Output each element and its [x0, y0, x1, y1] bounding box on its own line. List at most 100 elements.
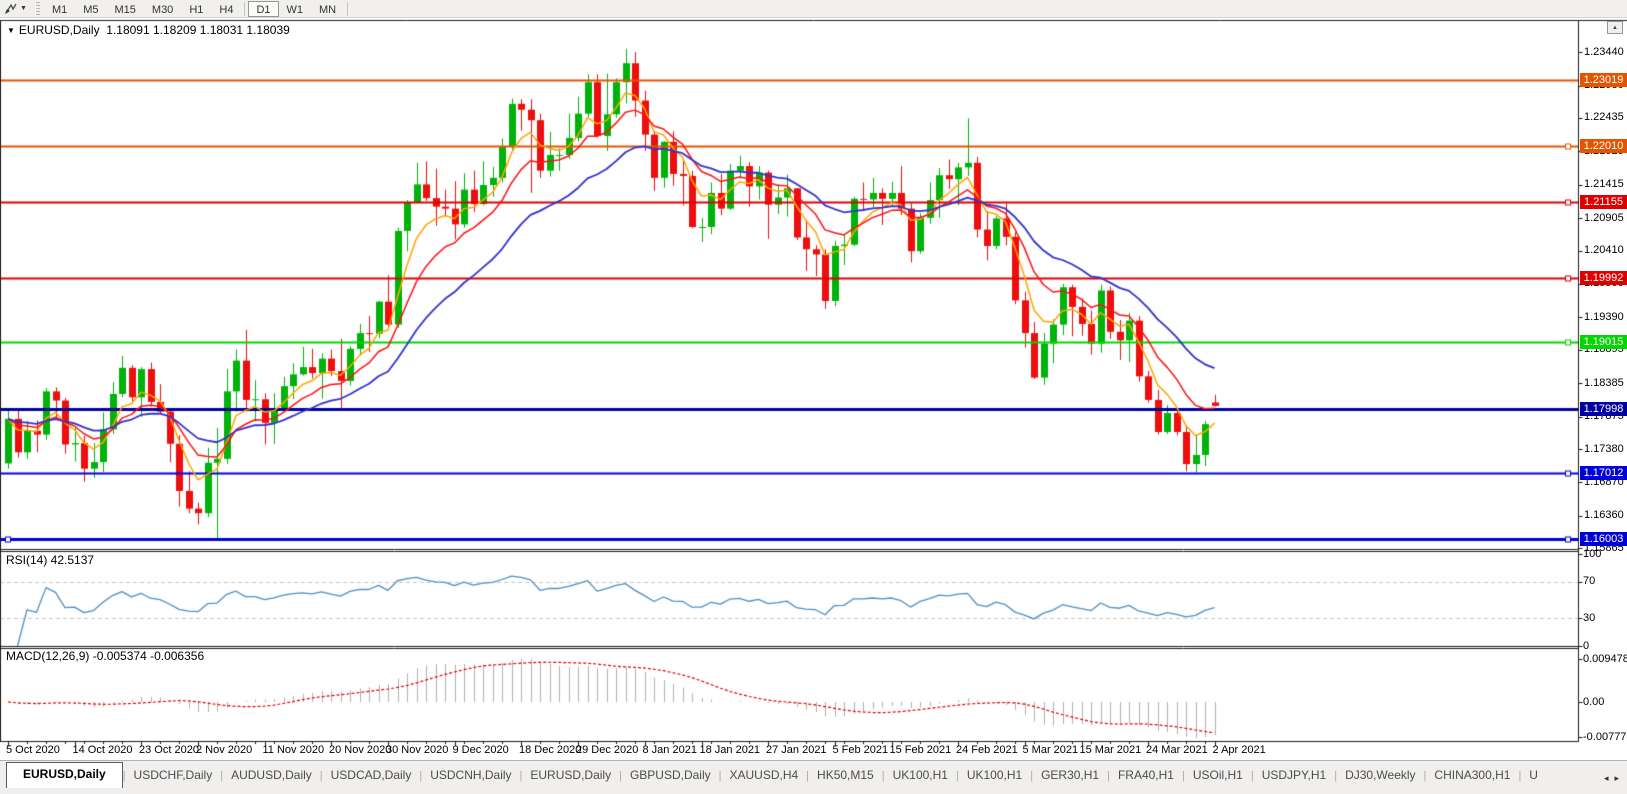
date-label: 5 Mar 2021: [1022, 744, 1079, 756]
rsi-indicator-label: RSI(14) 42.5137: [6, 553, 95, 567]
chart-tab-hk50-m15[interactable]: HK50,M15: [817, 768, 874, 782]
chart-tools-button[interactable]: ▼: [0, 0, 31, 18]
tab-separator: |: [122, 770, 126, 782]
hline-price-tag: 1.21155: [1580, 194, 1627, 209]
tab-separator: |: [1334, 770, 1338, 782]
chart-tabs-bar: EURUSD,Daily | USDCHF,Daily | AUDUSD,Daily | U…: [0, 760, 1627, 788]
chart-tab-eurusd-daily[interactable]: EURUSD,Daily: [6, 762, 123, 788]
timeframe-button-M5[interactable]: M5: [83, 3, 99, 16]
tab-separator: |: [619, 770, 622, 782]
tab-separator: |: [1250, 770, 1254, 782]
price-axis-tick-label: 1.21415: [1584, 178, 1624, 191]
chart-tab-fra40-h1[interactable]: FRA40,H1: [1117, 768, 1174, 782]
price-axis-tick-label: 1.22435: [1584, 111, 1624, 124]
timeframe-button-M30[interactable]: M30: [151, 3, 174, 16]
date-label: 9 Dec 2020: [452, 744, 509, 756]
chart-tab-usdcad-daily[interactable]: USDCAD,Daily: [330, 768, 412, 782]
price-axis-tick-label: 1.19390: [1584, 310, 1624, 323]
date-label: 2 Apr 2021: [1212, 744, 1266, 756]
date-label: 5 Oct 2020: [6, 744, 60, 756]
chart-tab-eurusd-daily[interactable]: EURUSD,Daily: [530, 768, 612, 782]
tab-separator: |: [1030, 770, 1034, 782]
chart-tab-xauusd-h4[interactable]: XAUUSD,H4: [729, 768, 799, 782]
toolbar-separator: [347, 1, 349, 16]
hline-price-tag: 1.17012: [1580, 466, 1627, 481]
date-label: 24 Feb 2021: [956, 744, 1018, 756]
price-chart-canvas[interactable]: [0, 18, 1627, 760]
chart-tab-audusd-daily[interactable]: AUDUSD,Daily: [231, 768, 312, 782]
macd-level-label: 0.009478: [1583, 652, 1627, 665]
date-label: 11 Nov 2020: [262, 744, 325, 756]
date-label: 14 Oct 2020: [72, 744, 133, 756]
hline-price-tag: 1.19015: [1580, 334, 1627, 349]
tabs-scroll-buttons: ◂ ▸: [1604, 773, 1627, 788]
date-label: 23 Oct 2020: [139, 744, 199, 756]
chart-tab-ger30-h1[interactable]: GER30,H1: [1041, 768, 1100, 782]
hline-price-tag: 1.23019: [1580, 72, 1627, 87]
rsi-level-label: 0: [1583, 639, 1590, 652]
price-axis-tick-label: 1.20905: [1584, 211, 1624, 224]
tab-separator: |: [1181, 770, 1185, 782]
chart-tab-dj30-weekly[interactable]: DJ30,Weekly: [1345, 768, 1416, 782]
hline-price-tag: 1.22010: [1580, 138, 1627, 153]
date-label: 30 Nov 2020: [386, 744, 449, 756]
timeframe-button-MN[interactable]: MN: [319, 3, 337, 16]
scroll-up-button[interactable]: ▲: [1607, 21, 1623, 34]
timeframe-button-M1[interactable]: M1: [51, 3, 68, 16]
chart-tools-caret-icon[interactable]: ▼: [20, 5, 27, 12]
chart-tab-uk100-h1[interactable]: UK100,H1: [966, 768, 1023, 782]
date-label: 15 Mar 2021: [1079, 744, 1142, 756]
timeframe-button-D1[interactable]: D1: [248, 0, 279, 17]
tab-separator: |: [220, 770, 224, 782]
toolbar-separator: [244, 1, 246, 16]
tab-separator: |: [718, 770, 722, 782]
timeframes-toolbar: ▼ M1 M5 M15 M30 H1 H4 D1 W1 MN: [0, 0, 1627, 18]
hline-price-tag: 1.19992: [1580, 270, 1627, 285]
chart-region: ▼ EURUSD,Daily 1.18091 1.18209 1.18031 1.…: [0, 18, 1627, 760]
rsi-level-label: 100: [1583, 547, 1602, 560]
timeframe-button-H1[interactable]: H1: [189, 3, 204, 16]
tab-separator: |: [955, 770, 959, 782]
hline-price-tag: 1.16003: [1580, 532, 1627, 547]
price-axis-tick-label: 1.23440: [1584, 45, 1624, 58]
tab-separator: |: [1423, 770, 1427, 782]
chart-tab-uk100-h1[interactable]: UK100,H1: [892, 768, 948, 782]
chart-tab-u[interactable]: U: [1529, 768, 1538, 782]
chart-tools-icon: [4, 2, 18, 15]
timeframe-buttons: M1 M5 M15 M30 H1 H4 D1 W1 MN: [44, 0, 344, 17]
chart-tab-usdjpy-h1[interactable]: USDJPY,H1: [1261, 768, 1327, 782]
timeframe-button-H4[interactable]: H4: [219, 3, 234, 16]
date-label: 20 Nov 2020: [329, 744, 392, 756]
price-axis-tick-label: 1.20410: [1584, 244, 1624, 257]
chart-title-caret-icon[interactable]: ▼: [7, 26, 15, 35]
chart-title: ▼ EURUSD,Daily 1.18091 1.18209 1.18031 1.…: [7, 23, 290, 37]
date-label: 29 Dec 2020: [576, 744, 639, 756]
date-label: 18 Jan 2021: [699, 744, 761, 756]
chart-ohlc-values: 1.18091 1.18209 1.18031 1.18039: [106, 23, 290, 37]
tab-separator: |: [881, 770, 885, 782]
tabs-scroll-right-button[interactable]: ▸: [1614, 773, 1619, 783]
date-label: 8 Jan 2021: [642, 744, 697, 756]
chart-symbol-label: EURUSD,Daily: [18, 23, 100, 37]
timeframe-button-W1[interactable]: W1: [286, 3, 304, 16]
timeframe-button-M15[interactable]: M15: [114, 3, 136, 16]
chart-tab-gbpusd-daily[interactable]: GBPUSD,Daily: [629, 768, 711, 782]
toolbar-grip[interactable]: [34, 1, 40, 16]
tab-separator: |: [519, 770, 523, 782]
hline-price-tag: 1.17998: [1580, 401, 1627, 416]
date-label: 18 Dec 2020: [519, 744, 582, 756]
tabs-scroll-left-button[interactable]: ◂: [1603, 773, 1609, 783]
tab-separator: |: [806, 770, 810, 782]
chart-tab-usdcnh-daily[interactable]: USDCNH,Daily: [430, 768, 512, 782]
chart-tab-usoil-h1[interactable]: USOil,H1: [1192, 768, 1243, 782]
date-label: 24 Mar 2021: [1146, 744, 1208, 756]
chart-tabs: EURUSD,Daily | USDCHF,Daily | AUDUSD,Daily | U…: [0, 762, 1546, 788]
macd-level-label: -0.007778: [1583, 730, 1627, 743]
chart-tab-china300-h1[interactable]: CHINA300,H1: [1434, 768, 1511, 782]
status-strip: [0, 788, 1627, 794]
date-label: 2 Nov 2020: [196, 744, 253, 756]
rsi-level-label: 70: [1583, 575, 1596, 588]
chart-tab-usdchf-daily[interactable]: USDCHF,Daily: [133, 768, 213, 782]
date-label: 15 Feb 2021: [889, 744, 952, 756]
